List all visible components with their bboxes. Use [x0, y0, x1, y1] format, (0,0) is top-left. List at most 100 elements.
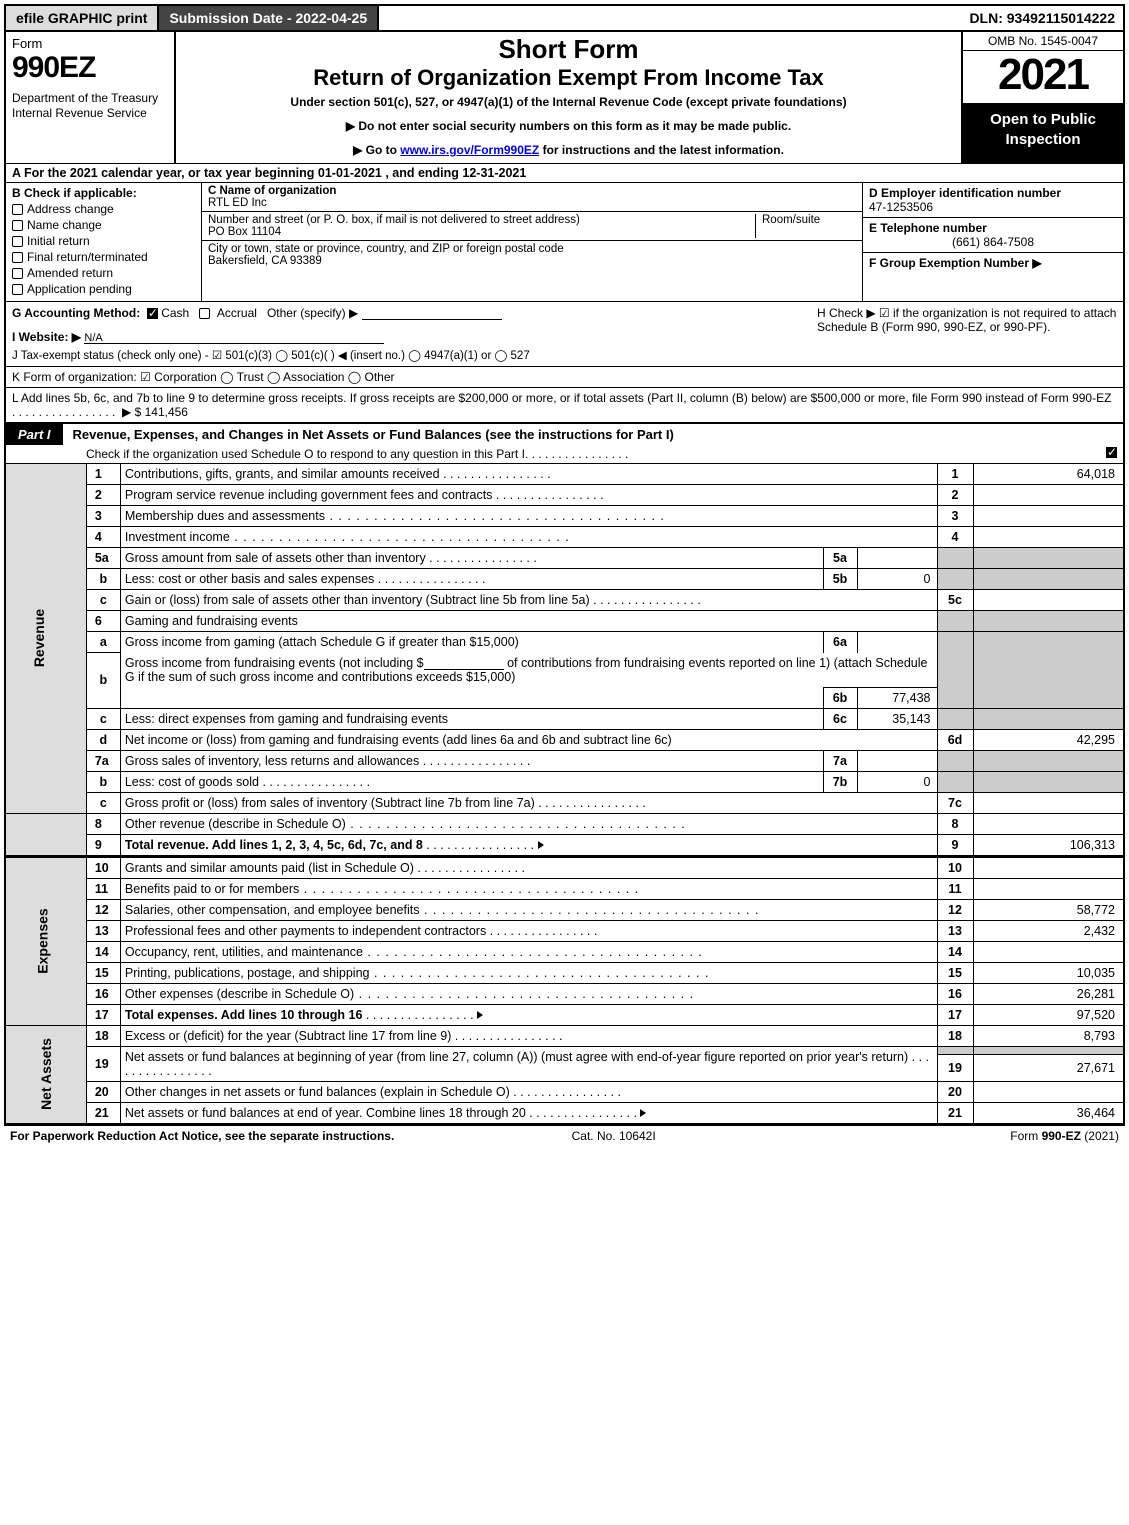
l15-amt: 10,035	[973, 962, 1123, 983]
l8-amt	[973, 813, 1123, 834]
chk-amended-return[interactable]: Amended return	[12, 266, 195, 280]
chk-schedule-o[interactable]	[1106, 447, 1117, 458]
l6a-r	[937, 632, 973, 653]
l19-num: 19	[86, 1046, 120, 1081]
chk-name-change[interactable]: Name change	[12, 218, 195, 232]
chk-accrual[interactable]	[199, 308, 210, 319]
l10-amt	[973, 857, 1123, 878]
l7b-bv: 0	[857, 771, 937, 792]
l15-num: 15	[86, 962, 120, 983]
l6b-r	[937, 653, 973, 709]
col-c: C Name of organization RTL ED Inc Number…	[202, 183, 863, 301]
open-to-public: Open to Public Inspection	[963, 104, 1123, 163]
l21-desc: Net assets or fund balances at end of ye…	[120, 1102, 937, 1123]
l12-r: 12	[937, 899, 973, 920]
chk-address-change[interactable]: Address change	[12, 202, 195, 216]
ssn-note: ▶ Do not enter social security numbers o…	[184, 119, 953, 133]
goto-pre: ▶ Go to	[353, 143, 400, 157]
l10-num: 10	[86, 857, 120, 878]
top-bar: efile GRAPHIC print Submission Date - 20…	[6, 6, 1123, 30]
l16-amt: 26,281	[973, 983, 1123, 1004]
col-def: D Employer identification number 47-1253…	[863, 183, 1123, 301]
phone-label: E Telephone number	[869, 221, 987, 235]
l6b-desc1: Gross income from fundraising events (no…	[120, 653, 937, 688]
g-label: G Accounting Method:	[12, 306, 140, 320]
l5a-desc: Gross amount from sale of assets other t…	[120, 548, 823, 569]
l2-desc: Program service revenue including govern…	[120, 485, 937, 506]
l5a-r	[937, 548, 973, 569]
l17-r: 17	[937, 1004, 973, 1025]
l7a-box: 7a	[823, 750, 857, 771]
l9-desc: Total revenue. Add lines 1, 2, 3, 4, 5c,…	[120, 834, 937, 856]
form-container: efile GRAPHIC print Submission Date - 20…	[4, 4, 1125, 1125]
l6b-bv: 77,438	[857, 687, 937, 708]
header-left: Form 990EZ Department of the Treasury In…	[6, 32, 176, 163]
l5c-num: c	[86, 590, 120, 611]
l8-desc: Other revenue (describe in Schedule O)	[120, 813, 937, 834]
l4-r: 4	[937, 527, 973, 548]
chk-initial-return[interactable]: Initial return	[12, 234, 195, 248]
l3-r: 3	[937, 506, 973, 527]
l5a-amt	[973, 548, 1123, 569]
l6c-r	[937, 708, 973, 729]
room-suite: Room/suite	[756, 214, 856, 238]
section-b-f: B Check if applicable: Address change Na…	[6, 182, 1123, 301]
side-expenses: Expenses	[6, 857, 86, 1025]
part-i-sub-text: Check if the organization used Schedule …	[86, 447, 525, 461]
l1-desc: Contributions, gifts, grants, and simila…	[120, 464, 937, 485]
l7b-box: 7b	[823, 771, 857, 792]
g-cash: Cash	[161, 306, 189, 320]
arrow-icon	[640, 1109, 646, 1117]
org-name-label: C Name of organization	[208, 185, 336, 197]
l17-num: 17	[86, 1004, 120, 1025]
l6-desc: Gaming and fundraising events	[120, 611, 937, 632]
l3-desc: Membership dues and assessments	[120, 506, 937, 527]
l7c-desc: Gross profit or (loss) from sales of inv…	[120, 792, 937, 813]
l5b-amt	[973, 569, 1123, 590]
arrow-icon	[477, 1011, 483, 1019]
l6a-desc: Gross income from gaming (attach Schedul…	[120, 632, 823, 653]
l15-desc: Printing, publications, postage, and shi…	[120, 962, 937, 983]
l20-r: 20	[937, 1081, 973, 1102]
form-title: Return of Organization Exempt From Incom…	[184, 65, 953, 91]
l1-amt: 64,018	[973, 464, 1123, 485]
part-i-header: Part I Revenue, Expenses, and Changes in…	[6, 422, 1123, 445]
chk-application-pending[interactable]: Application pending	[12, 282, 195, 296]
l7c-amt	[973, 792, 1123, 813]
lines-table: Revenue 1 Contributions, gifts, grants, …	[6, 464, 1123, 1123]
g-other-line[interactable]	[362, 306, 502, 320]
l1-num: 1	[86, 464, 120, 485]
l14-r: 14	[937, 941, 973, 962]
l5c-r: 5c	[937, 590, 973, 611]
efile-print-button[interactable]: efile GRAPHIC print	[6, 6, 159, 30]
department: Department of the Treasury Internal Reve…	[12, 91, 168, 121]
goto-post: for instructions and the latest informat…	[539, 143, 784, 157]
l16-r: 16	[937, 983, 973, 1004]
l6c-bv: 35,143	[857, 708, 937, 729]
l19-r-shade	[937, 1046, 973, 1055]
l11-desc: Benefits paid to or for members	[120, 878, 937, 899]
goto-note: ▶ Go to www.irs.gov/Form990EZ for instru…	[184, 143, 953, 157]
l20-amt	[973, 1081, 1123, 1102]
irs-link[interactable]: www.irs.gov/Form990EZ	[400, 143, 539, 157]
l13-desc: Professional fees and other payments to …	[120, 920, 937, 941]
chk-cash[interactable]	[147, 308, 158, 319]
l5b-box: 5b	[823, 569, 857, 590]
city-block: City or town, state or province, country…	[202, 241, 862, 269]
tax-year: 2021	[963, 51, 1123, 104]
l18-desc: Excess or (deficit) for the year (Subtra…	[120, 1025, 937, 1046]
l-amount: ▶ $ 141,456	[122, 405, 188, 419]
b-label: B Check if applicable:	[12, 186, 195, 200]
l19-desc: Net assets or fund balances at beginning…	[120, 1046, 937, 1081]
row-k: K Form of organization: ☑ Corporation ◯ …	[6, 366, 1123, 387]
chk-final-return[interactable]: Final return/terminated	[12, 250, 195, 264]
footer-right: Form 990-EZ (2021)	[1010, 1129, 1119, 1143]
l13-amt: 2,432	[973, 920, 1123, 941]
ein-label: D Employer identification number	[869, 186, 1061, 200]
l6-num: 6	[86, 611, 120, 632]
line-a: A For the 2021 calendar year, or tax yea…	[6, 163, 1123, 182]
dln: DLN: 93492115014222	[961, 6, 1123, 30]
l5b-num: b	[86, 569, 120, 590]
l6-r	[937, 611, 973, 632]
l1-r: 1	[937, 464, 973, 485]
